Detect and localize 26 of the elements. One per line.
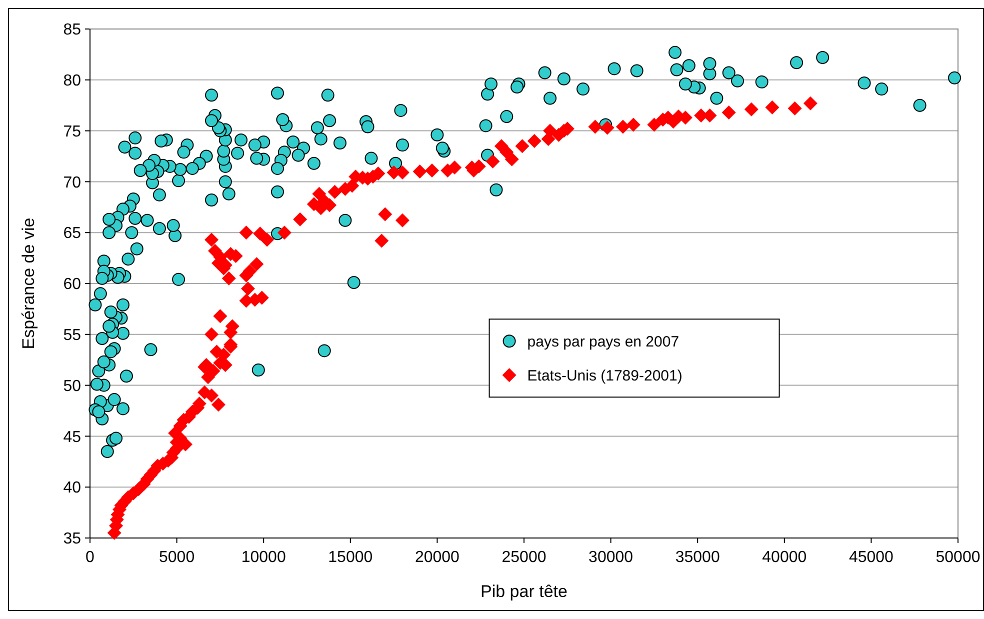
- y-tick-label: 40: [63, 480, 82, 497]
- y-tick-label: 50: [63, 378, 82, 395]
- y-tick-label: 65: [63, 225, 82, 242]
- y-tick-label: 55: [63, 327, 82, 344]
- x-tick-label: 10000: [241, 549, 286, 566]
- y-tick-label: 45: [63, 428, 82, 446]
- x-tick-label: 30000: [588, 549, 634, 566]
- x-axis-title: Pib par tête: [480, 582, 568, 601]
- y-tick-label: 35: [63, 530, 82, 548]
- x-tick-label: 25000: [502, 549, 546, 566]
- x-tick-label: 50000: [936, 549, 980, 566]
- y-tick-label: 85: [63, 22, 82, 39]
- y-tick-label: 60: [63, 276, 82, 294]
- y-tick-label: 70: [63, 174, 82, 192]
- y-tick-label: 80: [63, 72, 82, 90]
- x-tick-label: 0: [86, 549, 95, 566]
- x-tick-label: 20000: [414, 549, 460, 566]
- legend-label: pays par pays en 2007: [527, 333, 680, 350]
- x-tick-label: 5000: [159, 549, 195, 566]
- x-tick-label: 40000: [762, 549, 807, 566]
- legend-label: Etats-Unis (1789-2001): [527, 367, 682, 384]
- x-tick-label: 35000: [675, 549, 720, 566]
- x-tick-label: 45000: [848, 549, 894, 566]
- x-tick-label: 15000: [328, 549, 373, 566]
- y-tick-label: 75: [63, 123, 82, 140]
- y-axis-title: Espérance de vie: [19, 218, 38, 350]
